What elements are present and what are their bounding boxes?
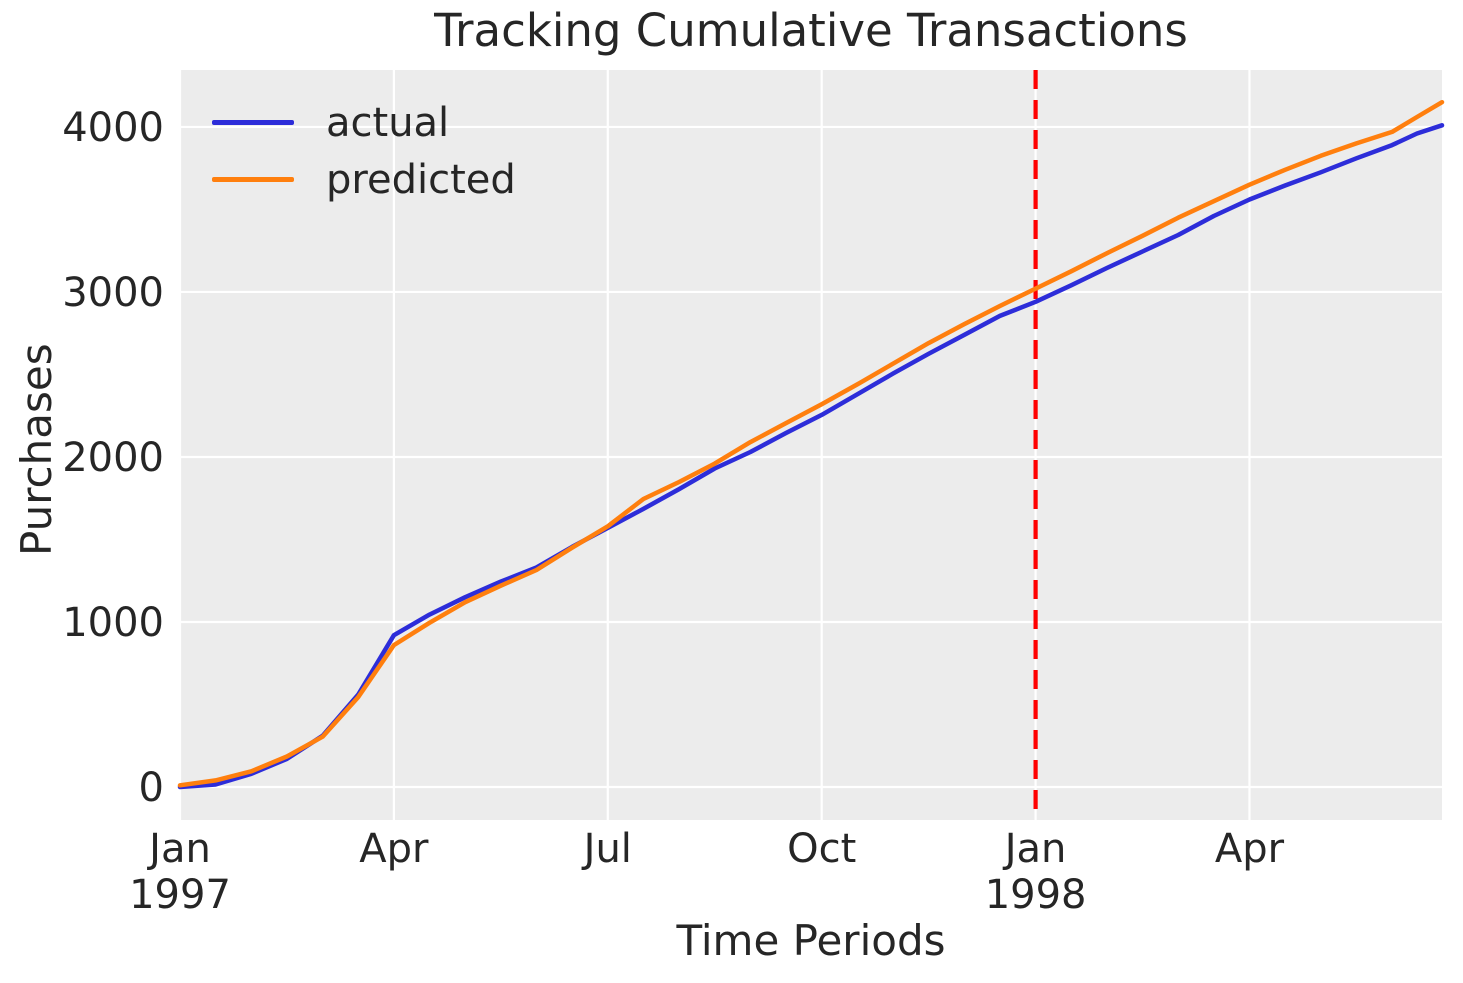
actual-line [177, 123, 1445, 790]
y-tick-label: 3000 [62, 270, 164, 316]
x-tick-label: Apr [1215, 826, 1285, 872]
legend-item-actual: actual [212, 94, 516, 151]
legend-item-label: predicted [326, 156, 516, 203]
y-tick-label: 2000 [62, 435, 164, 481]
y-tick-label: 0 [139, 765, 164, 811]
y-axis-label: Purchases [12, 343, 61, 557]
x-tick-label: Oct [787, 826, 856, 872]
legend-item-predicted: predicted [212, 151, 516, 208]
x-tick-year-label: 1997 [129, 872, 231, 918]
x-tick-year-label: 1998 [985, 872, 1087, 918]
chart-title: Tracking Cumulative Transactions [434, 4, 1188, 57]
x-tick-label: Jan [1002, 826, 1067, 872]
predicted-legend-swatch [212, 177, 294, 182]
legend: actual predicted [212, 94, 516, 208]
x-tick-label: Jul [581, 826, 632, 872]
y-tick-label: 4000 [62, 105, 164, 151]
x-tick-label: Jan [146, 826, 211, 872]
actual-legend-swatch [212, 120, 294, 125]
legend-item-label: actual [326, 99, 450, 146]
y-tick-label: 1000 [62, 600, 164, 646]
x-axis-label: Time Periods [676, 916, 946, 965]
predicted-line [177, 99, 1445, 788]
x-tick-label: Apr [359, 826, 429, 872]
